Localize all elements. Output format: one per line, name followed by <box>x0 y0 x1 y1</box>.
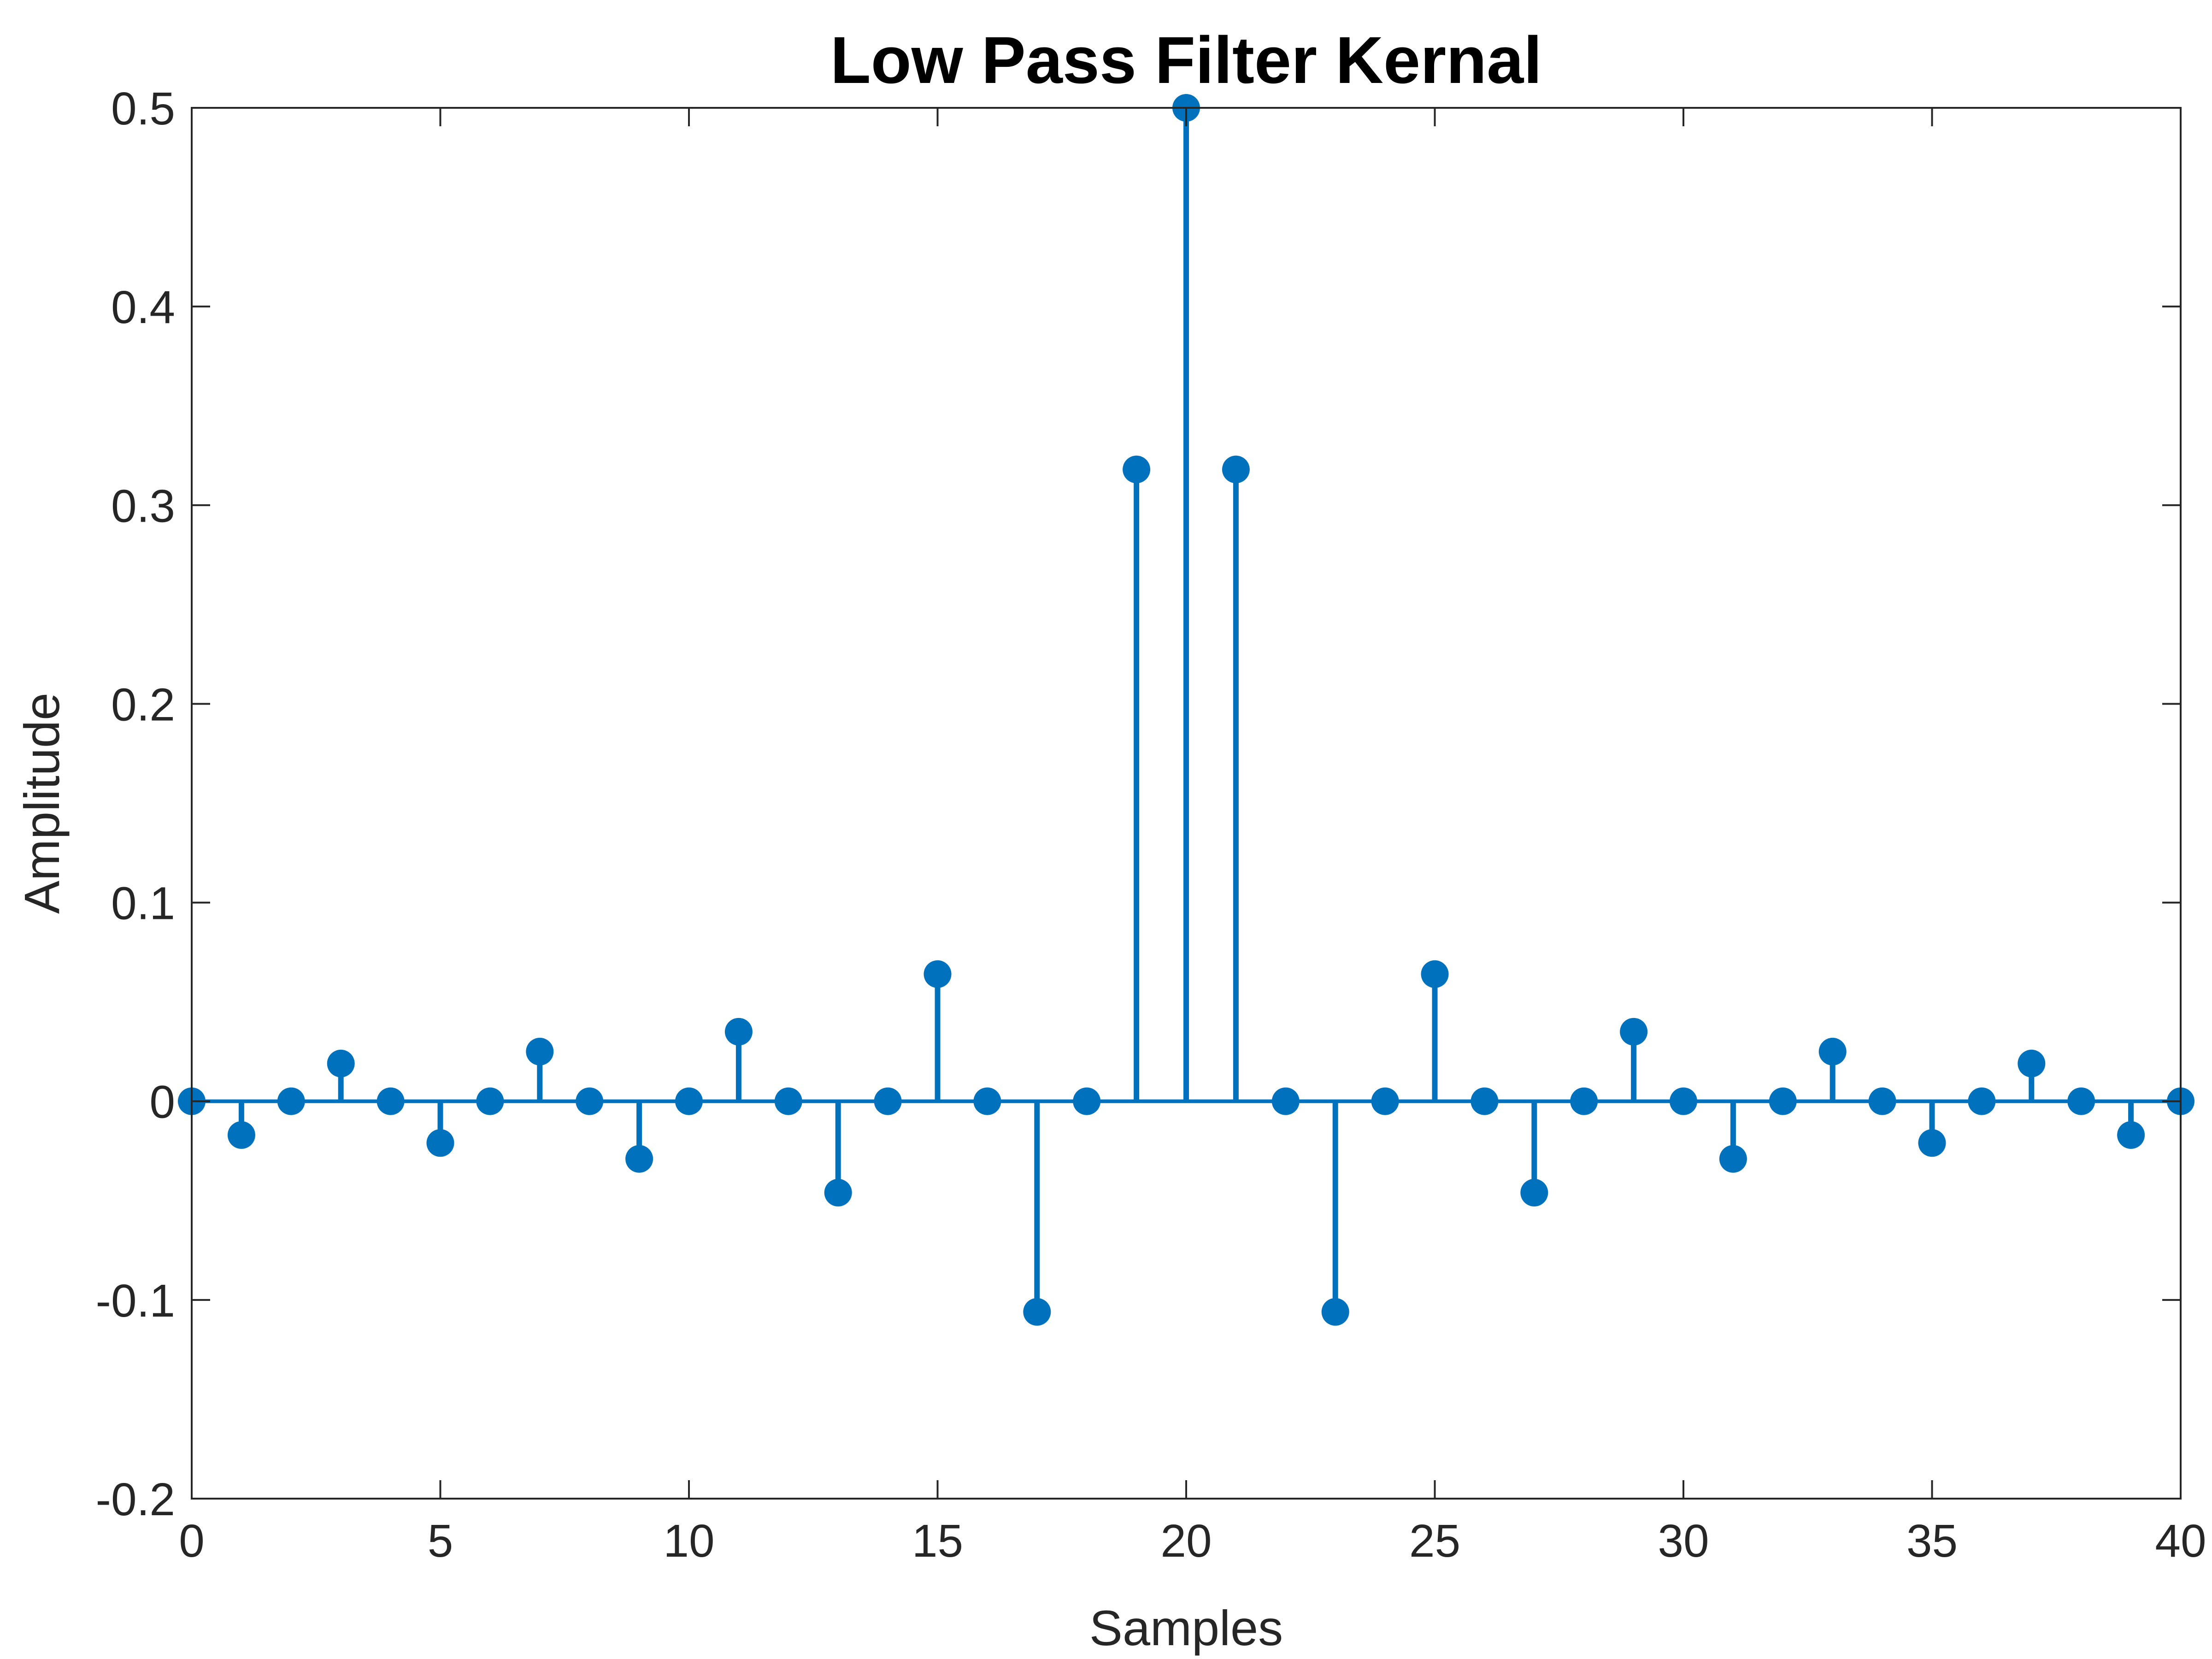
stem-marker <box>426 1129 454 1157</box>
stem-marker <box>1073 1087 1101 1115</box>
stem-marker <box>476 1087 504 1115</box>
x-tick-label: 15 <box>912 1515 963 1567</box>
y-tick-label: 0.3 <box>111 480 175 532</box>
stem-marker <box>1321 1298 1349 1326</box>
stem-marker <box>774 1087 802 1115</box>
stem-marker <box>1023 1298 1051 1326</box>
stem-marker <box>2067 1087 2095 1115</box>
stem-marker <box>1818 1037 1847 1065</box>
y-tick-label: 0.5 <box>111 83 175 135</box>
x-tick-label: 10 <box>663 1515 714 1567</box>
stem-marker <box>1918 1129 1946 1157</box>
y-tick-label: 0 <box>149 1077 175 1128</box>
stem-marker <box>277 1087 305 1115</box>
stem-marker <box>1769 1087 1797 1115</box>
x-tick-label: 0 <box>179 1515 205 1567</box>
y-tick-label: -0.2 <box>96 1474 175 1525</box>
stem-marker <box>327 1049 355 1077</box>
chart-title: Low Pass Filter Kernal <box>830 23 1542 97</box>
stem-marker <box>973 1087 1001 1115</box>
stem-marker <box>824 1179 852 1207</box>
stem-marker <box>1271 1087 1300 1115</box>
stem-marker <box>1868 1087 1896 1115</box>
y-axis-label: Amplitude <box>14 693 70 914</box>
stem-marker <box>724 1018 753 1046</box>
stem-marker <box>1620 1018 1648 1046</box>
stem-marker <box>625 1145 653 1173</box>
stem-marker <box>1371 1087 1399 1115</box>
stem-marker <box>1520 1179 1548 1207</box>
stem-marker <box>2117 1121 2145 1149</box>
stem-marker <box>1421 960 1449 988</box>
stem-marker <box>576 1087 604 1115</box>
stem-marker <box>1719 1145 1747 1173</box>
y-tick-label: 0.4 <box>111 282 175 333</box>
stem-marker <box>675 1087 703 1115</box>
stem-marker <box>227 1121 255 1149</box>
y-tick-label: -0.1 <box>96 1275 175 1327</box>
stem-marker <box>1670 1087 1697 1115</box>
y-tick-label: 0.2 <box>111 679 175 730</box>
x-axis-label: Samples <box>1089 1600 1283 1656</box>
x-tick-label: 30 <box>1658 1515 1709 1567</box>
stem-marker <box>874 1087 902 1115</box>
x-tick-label: 25 <box>1409 1515 1460 1567</box>
x-tick-label: 35 <box>1906 1515 1958 1567</box>
stem-marker <box>1471 1087 1499 1115</box>
stem-marker <box>377 1087 405 1115</box>
stem-marker <box>1222 455 1250 483</box>
stem-marker <box>1968 1087 1996 1115</box>
x-tick-label: 5 <box>428 1515 453 1567</box>
stem-marker <box>2018 1049 2046 1077</box>
stem-marker <box>924 960 952 988</box>
stem-marker <box>1570 1087 1598 1115</box>
stem-marker <box>526 1037 554 1065</box>
y-tick-label: 0.1 <box>111 878 175 930</box>
stem-marker <box>1123 455 1151 483</box>
x-tick-label: 40 <box>2155 1515 2206 1567</box>
x-tick-label: 20 <box>1160 1515 1212 1567</box>
ticks-group: 0 5 10 15 20 25 30 35 40 -0.2 -0.1 0 0.1 0.2 0.3 0.4 0.5 <box>96 83 2206 1567</box>
